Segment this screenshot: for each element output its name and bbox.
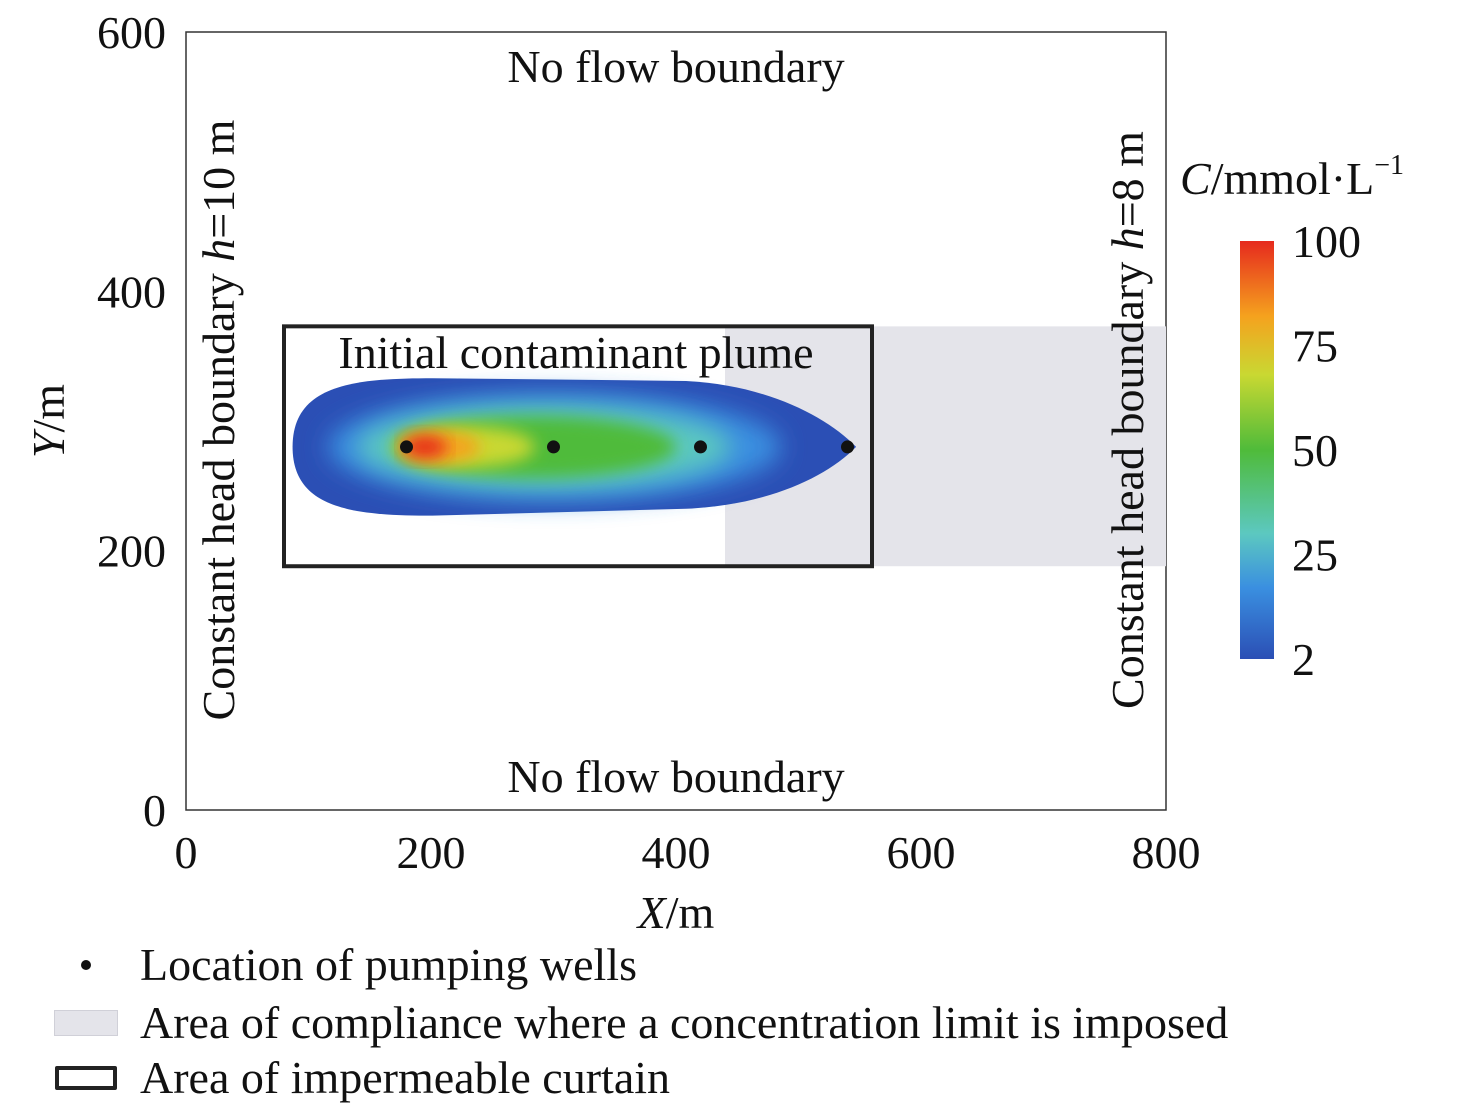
y-axis-var: Y xyxy=(23,428,74,458)
x-axis-unit: /m xyxy=(666,887,715,938)
right-boundary-text: Constant head boundary xyxy=(1102,250,1153,709)
legend-label-compliance: Area of compliance where a concentration… xyxy=(140,997,1229,1048)
legend-item-curtain: Area of impermeable curtain xyxy=(52,1053,670,1103)
x-axis-label: X/m xyxy=(636,887,715,938)
curtain-swatch-icon xyxy=(52,1063,120,1093)
y-axis-unit: /m xyxy=(23,384,74,433)
colorbar-title-var: C xyxy=(1180,153,1212,204)
impermeable-curtain xyxy=(282,324,874,569)
colorbar xyxy=(1240,241,1274,659)
x-tick-label: 200 xyxy=(397,827,466,878)
x-tick-label: 800 xyxy=(1132,827,1201,878)
x-tick-label: 0 xyxy=(175,827,198,878)
pumping-wells xyxy=(400,440,854,454)
legend: Location of pumping wells Area of compli… xyxy=(0,940,1476,1110)
y-axis-ticks: 0 200 400 600 xyxy=(97,7,166,836)
legend-item-compliance: Area of compliance where a concentration… xyxy=(52,998,1228,1048)
contaminant-plume xyxy=(292,378,857,516)
right-boundary-value: =8 m xyxy=(1102,131,1153,227)
well-marker-icon xyxy=(52,950,120,980)
x-axis-ticks: 0 200 400 600 800 xyxy=(175,827,1201,878)
legend-item-wells: Location of pumping wells xyxy=(52,940,637,990)
colorbar-tick-label: 75 xyxy=(1292,321,1338,372)
y-axis-label: Y/m xyxy=(23,384,74,458)
plume-label: Initial contaminant plume xyxy=(338,327,813,378)
colorbar-tick-label: 100 xyxy=(1292,216,1361,267)
left-boundary-label: Constant head boundary h=10 m xyxy=(193,119,244,720)
left-boundary-value: =10 m xyxy=(193,119,244,238)
pumping-well-2 xyxy=(547,440,560,454)
legend-label-wells: Location of pumping wells xyxy=(140,939,637,990)
right-boundary-var: h xyxy=(1102,227,1153,250)
x-tick-label: 600 xyxy=(887,827,956,878)
colorbar-ticks: 100 75 50 25 2 xyxy=(1292,216,1361,685)
left-boundary-var: h xyxy=(193,239,244,262)
compliance-area-swatch-icon xyxy=(52,1008,120,1038)
colorbar-tick-label: 25 xyxy=(1292,530,1338,581)
plume-peak xyxy=(402,435,447,458)
x-axis-var: X xyxy=(636,887,668,938)
top-boundary-label: No flow boundary xyxy=(507,41,844,92)
figure: 0 200 400 600 800 0 200 400 600 X/m Y/m No flow… xyxy=(23,7,1404,938)
right-boundary-label: Constant head boundary h=8 m xyxy=(1102,131,1153,709)
pumping-well-4 xyxy=(841,440,854,454)
y-tick-label: 0 xyxy=(143,785,166,836)
left-boundary-text: Constant head boundary xyxy=(193,262,244,721)
y-tick-label: 600 xyxy=(97,7,166,58)
y-tick-label: 400 xyxy=(97,266,166,317)
pumping-well-3 xyxy=(694,440,707,454)
colorbar-title: C/mmol·L−1 xyxy=(1180,150,1404,204)
bottom-boundary-label: No flow boundary xyxy=(507,751,844,802)
x-tick-label: 400 xyxy=(642,827,711,878)
pumping-well-1 xyxy=(400,440,413,454)
colorbar-tick-label: 50 xyxy=(1292,425,1338,476)
y-tick-label: 200 xyxy=(97,526,166,577)
colorbar-tick-label: 2 xyxy=(1292,634,1315,685)
colorbar-title-unit: /mmol·L xyxy=(1211,153,1375,204)
colorbar-title-exp: −1 xyxy=(1374,150,1404,181)
legend-label-curtain: Area of impermeable curtain xyxy=(140,1052,671,1103)
